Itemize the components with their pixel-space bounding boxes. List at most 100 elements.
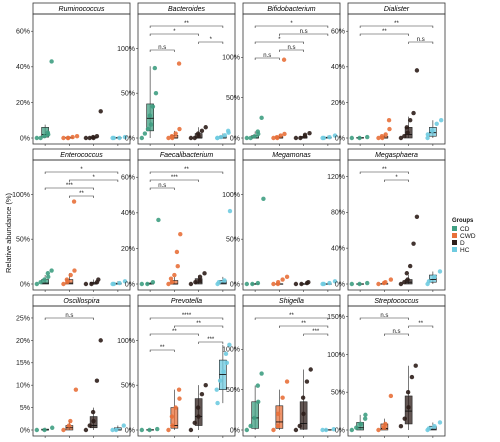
significance-bracket <box>254 41 304 44</box>
data-point <box>437 269 443 274</box>
data-point <box>332 133 338 138</box>
significance-bracket <box>254 317 329 320</box>
data-point <box>175 264 180 269</box>
panels: Ruminococcus 0% 20% 40% 60% Bacteroides 0% 50% 1… <box>12 2 446 438</box>
data-point <box>275 423 281 429</box>
y-tick-label: 50% <box>121 91 135 98</box>
data-point <box>139 281 145 287</box>
y-tick-label: 0% <box>335 135 345 142</box>
data-point <box>271 427 276 433</box>
data-point <box>437 420 443 425</box>
data-point <box>145 281 150 287</box>
data-point <box>308 367 313 372</box>
significance-label: n.s <box>380 313 388 319</box>
significance-label: * <box>92 175 95 181</box>
data-point <box>432 424 437 429</box>
data-point <box>411 241 416 246</box>
significance-bracket <box>359 171 409 174</box>
data-point <box>349 281 355 287</box>
data-point <box>227 342 232 348</box>
y-tick-label: 0% <box>230 427 240 434</box>
data-point <box>73 387 79 392</box>
data-point <box>298 135 303 141</box>
data-point <box>332 279 338 284</box>
data-point <box>193 280 198 285</box>
data-point <box>98 109 103 114</box>
significance-label: * <box>395 175 398 181</box>
data-point <box>203 125 208 130</box>
data-point <box>177 126 182 132</box>
data-point <box>248 423 253 429</box>
data-point <box>302 132 308 137</box>
data-point <box>174 249 180 255</box>
significance-bracket <box>149 349 175 352</box>
data-point <box>405 130 410 135</box>
legend-entry-cwd: CWD <box>452 233 476 240</box>
legend-swatch <box>452 247 457 252</box>
data-point <box>244 427 250 433</box>
data-point <box>122 279 128 284</box>
legend-entry-hc: HC <box>452 247 470 254</box>
data-point <box>365 134 370 140</box>
y-tick-label: 50% <box>16 237 30 244</box>
data-point <box>306 280 311 285</box>
legend-entry-d: D <box>452 240 465 247</box>
data-point <box>214 135 220 141</box>
data-point <box>321 135 327 141</box>
significance-bracket <box>359 33 409 36</box>
data-point <box>150 280 156 285</box>
data-point <box>426 279 432 284</box>
data-point <box>388 393 394 399</box>
significance-bracket <box>149 317 224 320</box>
data-point <box>405 277 410 282</box>
data-point <box>215 400 220 406</box>
significance-label: *** <box>171 175 179 181</box>
data-point <box>66 423 72 428</box>
significance-label: n.s <box>263 53 271 59</box>
significance-label: * <box>80 167 83 173</box>
panel-title: Oscillospira <box>63 298 99 305</box>
data-point <box>142 131 148 136</box>
y-tick-label: 100% <box>327 352 345 359</box>
data-point <box>414 68 420 73</box>
data-point <box>98 338 103 343</box>
significance-label: *** <box>312 329 320 335</box>
data-point <box>414 214 420 219</box>
data-point <box>256 399 261 404</box>
legend-entry-cd: CD <box>452 226 470 233</box>
data-point <box>321 281 327 287</box>
data-point <box>156 217 161 223</box>
y-tick-label: 25% <box>16 315 30 322</box>
data-point <box>218 134 224 140</box>
data-point <box>83 427 89 433</box>
data-point <box>413 363 418 368</box>
panel-bifidobacterium: Bifidobacterium 0% 50% 100% n.s n.s * n.s * <box>222 2 341 146</box>
significance-label: ** <box>382 167 387 173</box>
y-tick-label: 50% <box>121 383 135 390</box>
significance-bracket <box>149 33 199 36</box>
data-point <box>166 135 171 141</box>
y-tick-label: 100% <box>117 46 135 53</box>
data-point <box>94 378 100 383</box>
data-point <box>271 135 276 141</box>
y-tick-label: 20% <box>16 338 30 345</box>
y-tick-label: 100% <box>222 347 240 354</box>
y-tick-label: 0% <box>20 427 30 434</box>
data-point <box>430 128 435 134</box>
data-point <box>402 134 407 139</box>
data-point <box>177 396 182 401</box>
data-point <box>147 427 152 433</box>
legend-swatch <box>452 240 457 245</box>
significance-bracket <box>279 49 304 52</box>
significance-bracket <box>44 317 94 320</box>
data-point <box>46 274 51 280</box>
data-point <box>255 383 261 388</box>
significance-label: n.s <box>300 29 308 35</box>
data-point <box>110 427 115 433</box>
data-point <box>259 115 264 121</box>
data-point <box>111 135 117 141</box>
significance-bracket <box>149 187 175 190</box>
data-point <box>34 281 40 287</box>
data-point <box>293 281 299 287</box>
